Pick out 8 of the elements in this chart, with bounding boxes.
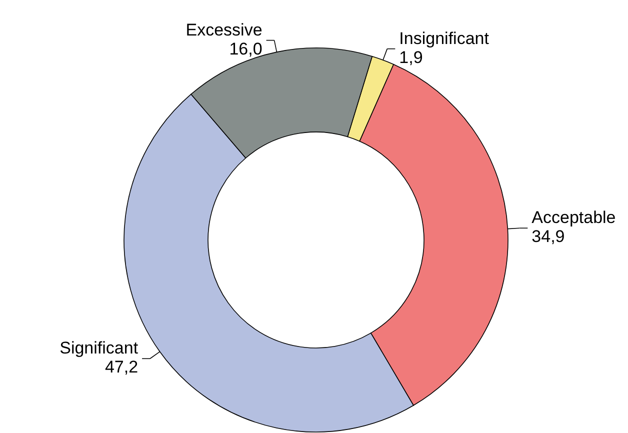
- data-label: 34,9: [532, 227, 565, 246]
- data-label: 47,2: [104, 358, 138, 377]
- slice-label: Significant: [60, 338, 138, 358]
- slice-label: Excessive: [186, 20, 262, 40]
- data-label: 16,0: [229, 39, 262, 58]
- slice-label: Acceptable: [532, 208, 616, 228]
- slice-label: Insignificant: [399, 28, 490, 48]
- data-label: 1,9: [399, 48, 423, 67]
